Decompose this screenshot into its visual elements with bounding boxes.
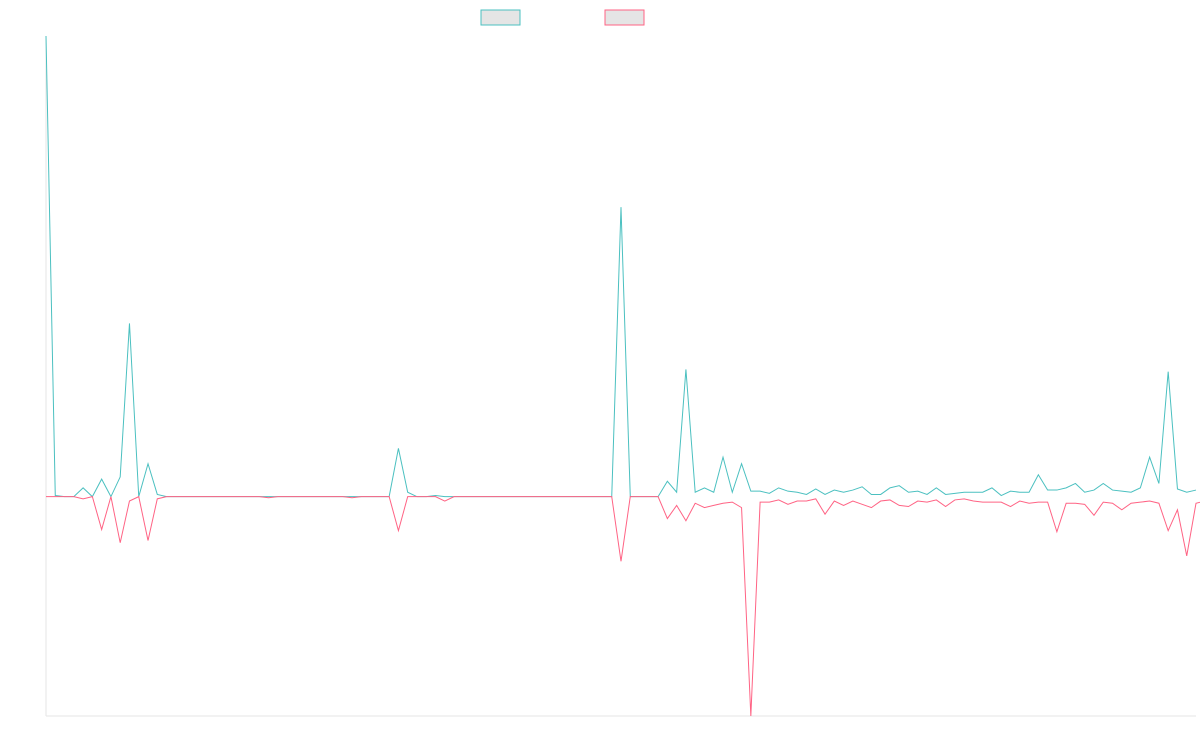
series-line-2[interactable] <box>46 495 1200 717</box>
series-layer <box>45 35 1200 717</box>
legend-swatch-1[interactable] <box>480 9 521 26</box>
series-line-1[interactable] <box>45 35 1197 498</box>
legend[interactable] <box>480 9 645 26</box>
legend-swatch-2[interactable] <box>604 9 645 26</box>
axes <box>45 36 1196 717</box>
